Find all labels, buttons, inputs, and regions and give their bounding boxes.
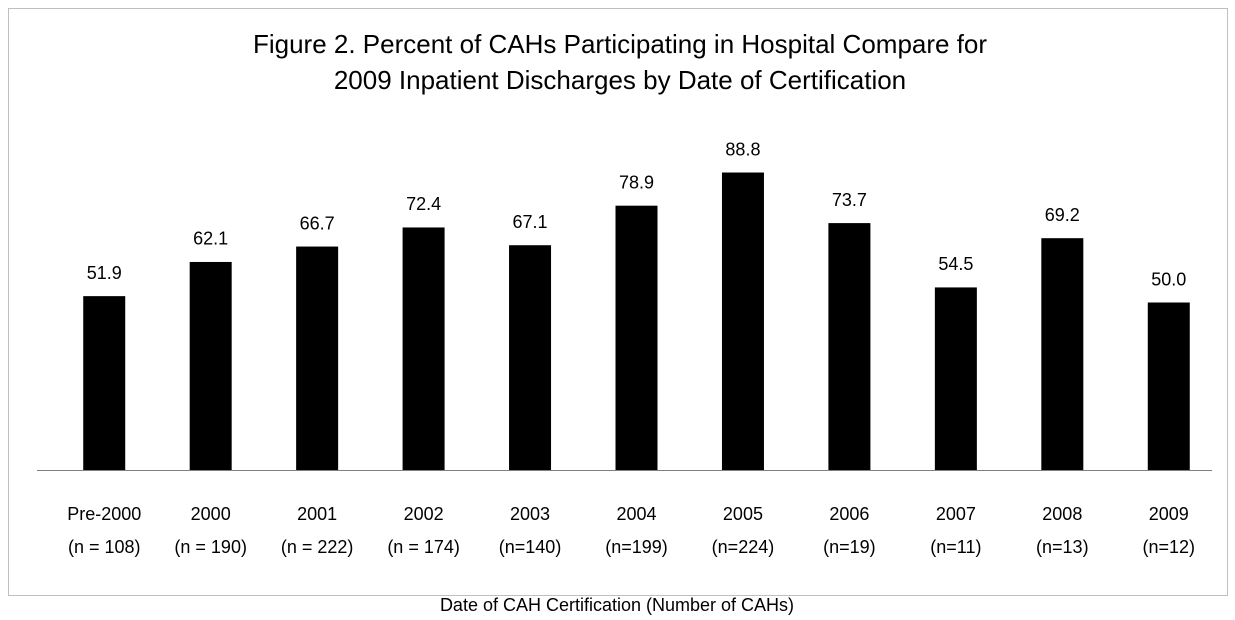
chart-border [8, 8, 1228, 596]
x-tick-label: 2007 [936, 504, 976, 524]
x-tick-label: (n = 190) [174, 537, 247, 557]
x-tick-label: (n = 108) [68, 537, 141, 557]
data-label: 69.2 [1045, 205, 1080, 225]
bar [509, 245, 552, 470]
data-label: 54.5 [938, 254, 973, 274]
chart-title: Figure 2. Percent of CAHs Participating … [253, 29, 987, 59]
x-tick-label: 2006 [829, 504, 869, 524]
x-tick-label: (n=19) [823, 537, 876, 557]
x-tick-label: 2000 [191, 504, 231, 524]
x-tick-label: (n=11) [930, 537, 981, 557]
x-tick-label: 2009 [1149, 504, 1189, 524]
bar [721, 172, 764, 470]
bar [828, 223, 871, 470]
x-tick-label: 2002 [404, 504, 444, 524]
data-label: 51.9 [87, 263, 122, 283]
data-label: 73.7 [832, 190, 867, 210]
x-tick-label: 2004 [616, 504, 656, 524]
data-label: 67.1 [513, 212, 548, 232]
bar [296, 246, 339, 470]
x-axis-title: Date of CAH Certification (Number of CAH… [440, 595, 794, 615]
data-label: 78.9 [619, 172, 654, 192]
bar [83, 296, 126, 470]
chart-title: 2009 Inpatient Discharges by Date of Cer… [334, 65, 906, 95]
x-tick-label: (n=12) [1142, 537, 1195, 557]
x-tick-label: 2003 [510, 504, 550, 524]
data-label: 66.7 [300, 213, 335, 233]
x-tick-label: (n=140) [499, 537, 562, 557]
bar [189, 261, 232, 470]
bar [615, 205, 658, 470]
bar [402, 227, 445, 470]
x-tick-label: 2001 [297, 504, 337, 524]
x-tick-label: (n=199) [605, 537, 668, 557]
data-label: 62.1 [193, 229, 228, 249]
x-tick-label: (n=13) [1036, 537, 1089, 557]
x-tick-label: 2008 [1042, 504, 1082, 524]
x-tick-label: (n = 174) [387, 537, 460, 557]
x-tick-label: Pre-2000 [67, 504, 141, 524]
bar [1147, 302, 1190, 470]
bar [1041, 238, 1084, 470]
x-tick-label: (n=224) [712, 537, 775, 557]
bar [934, 287, 977, 470]
x-tick-label: 2005 [723, 504, 763, 524]
data-label: 72.4 [406, 194, 441, 214]
data-label: 50.0 [1151, 269, 1186, 289]
data-label: 88.8 [725, 139, 760, 159]
x-tick-label: (n = 222) [281, 537, 354, 557]
